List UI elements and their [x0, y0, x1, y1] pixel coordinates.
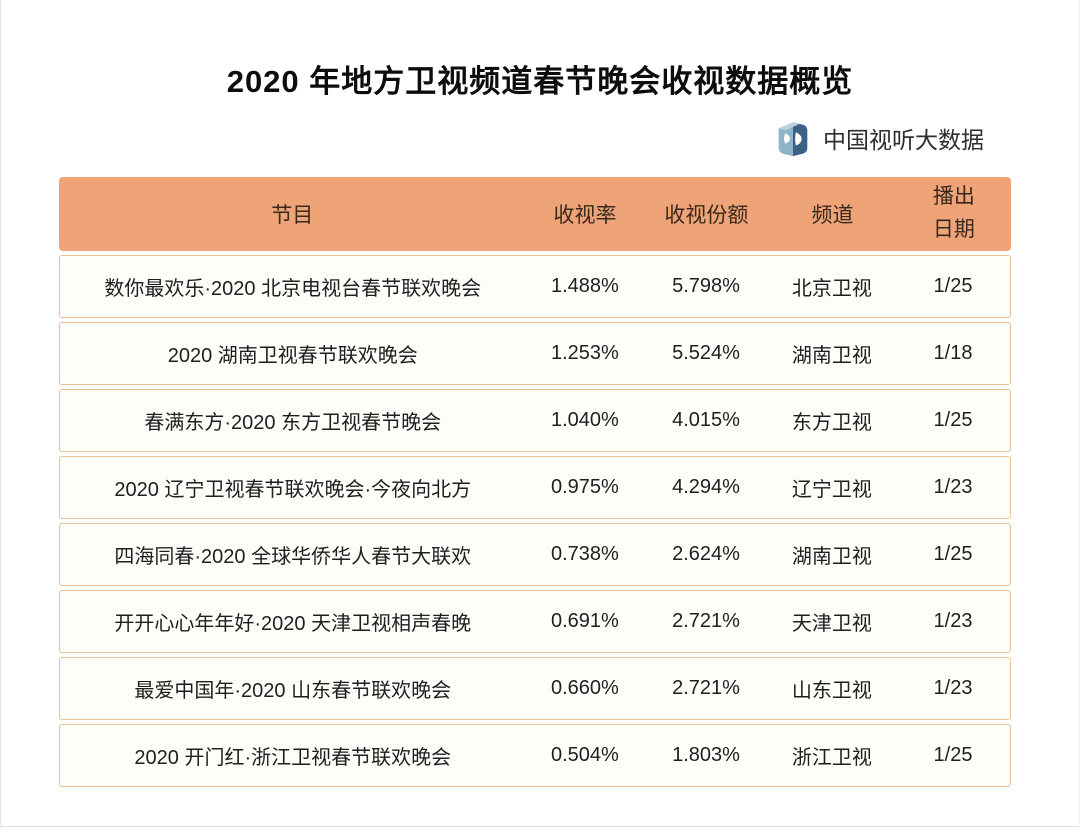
cell-rating: 0.691%	[550, 610, 619, 632]
cell-share: 5.798%	[672, 275, 740, 297]
cell-rating: 0.504%	[550, 744, 619, 766]
cell-share: 2.624%	[672, 543, 740, 565]
cell-program: 春满东方·2020 东方卫视春节晚会	[144, 412, 442, 434]
brand: 中国视听大数据	[1, 115, 984, 161]
cell-program: 2020 辽宁卫视春节联欢晚会·今夜向北方	[114, 479, 472, 501]
table-row: 最爱中国年·2020 山东春节联欢晚会 0.660% 2.721% 山东卫视 1…	[59, 657, 1011, 720]
cell-channel: 山东卫视	[791, 680, 872, 702]
col-header-date-line1: 播出	[932, 185, 975, 209]
table-row: 开开心心年年好·2020 天津卫视相声春晚 0.691% 2.721% 天津卫视…	[59, 590, 1011, 653]
cell-date: 1/25	[933, 409, 973, 431]
col-header-date: 播出 日期	[897, 181, 1011, 246]
cell-program: 最爱中国年·2020 山东春节联欢晚会	[134, 680, 452, 702]
col-header-rating: 收视率	[553, 204, 617, 227]
cell-rating: 0.660%	[550, 677, 619, 699]
table-row: 数你最欢乐·2020 北京电视台春节联欢晚会 1.488% 5.798% 北京卫…	[59, 255, 1011, 318]
cell-rating: 1.253%	[550, 342, 619, 364]
cell-channel: 湖南卫视	[791, 546, 872, 568]
cell-program: 2020 开门红·浙江卫视春节联欢晚会	[134, 747, 452, 769]
cell-rating: 1.488%	[550, 275, 619, 297]
brand-label: 中国视听大数据	[823, 127, 984, 153]
cell-date: 1/23	[933, 476, 973, 498]
cell-program: 数你最欢乐·2020 北京电视台春节联欢晚会	[104, 278, 482, 300]
cell-share: 4.294%	[672, 476, 740, 498]
col-header-channel: 频道	[811, 204, 854, 227]
table-row: 2020 开门红·浙江卫视春节联欢晚会 0.504% 1.803% 浙江卫视 1…	[59, 724, 1011, 787]
ratings-table: 节目 收视率 收视份额 频道 播出 日期 数你最欢乐·2020 北京电视台春节联…	[59, 177, 1011, 787]
cell-channel: 东方卫视	[791, 412, 872, 434]
cell-date: 1/25	[933, 275, 973, 297]
table-row: 春满东方·2020 东方卫视春节晚会 1.040% 4.015% 东方卫视 1/…	[59, 389, 1011, 452]
cell-date: 1/23	[933, 677, 973, 699]
cell-channel: 湖南卫视	[791, 345, 872, 367]
cell-rating: 1.040%	[550, 409, 619, 431]
cell-channel: 北京卫视	[791, 278, 872, 300]
table-header-row: 节目 收视率 收视份额 频道 播出 日期	[59, 177, 1011, 251]
book-logo-icon	[772, 117, 814, 159]
table-row: 四海同春·2020 全球华侨华人春节大联欢 0.738% 2.624% 湖南卫视…	[59, 523, 1011, 586]
cell-program: 开开心心年年好·2020 天津卫视相声春晚	[114, 613, 472, 635]
table-row: 2020 湖南卫视春节联欢晚会 1.253% 5.524% 湖南卫视 1/18	[59, 322, 1011, 385]
cell-rating: 0.738%	[550, 543, 619, 565]
page-title: 2020 年地方卫视频道春节晚会收视数据概览	[226, 64, 854, 99]
cell-date: 1/18	[933, 342, 973, 364]
cell-rating: 0.975%	[550, 476, 619, 498]
cell-channel: 辽宁卫视	[791, 479, 872, 501]
cell-channel: 天津卫视	[791, 613, 872, 635]
cell-share: 2.721%	[672, 677, 740, 699]
cell-share: 2.721%	[672, 610, 740, 632]
cell-share: 1.803%	[672, 744, 740, 766]
col-header-date-line2: 日期	[932, 218, 975, 241]
cell-program: 四海同春·2020 全球华侨华人春节大联欢	[114, 546, 472, 568]
cell-date: 1/25	[933, 744, 973, 766]
cell-program: 2020 湖南卫视春节联欢晚会	[167, 345, 418, 367]
cell-share: 5.524%	[672, 342, 740, 364]
cell-channel: 浙江卫视	[791, 747, 872, 769]
table-row: 2020 辽宁卫视春节联欢晚会·今夜向北方 0.975% 4.294% 辽宁卫视…	[59, 456, 1011, 519]
cell-share: 4.015%	[672, 409, 740, 431]
col-header-share: 收视份额	[664, 204, 749, 227]
cell-date: 1/25	[933, 543, 973, 565]
cell-date: 1/23	[933, 610, 973, 632]
col-header-program: 节目	[271, 204, 314, 227]
